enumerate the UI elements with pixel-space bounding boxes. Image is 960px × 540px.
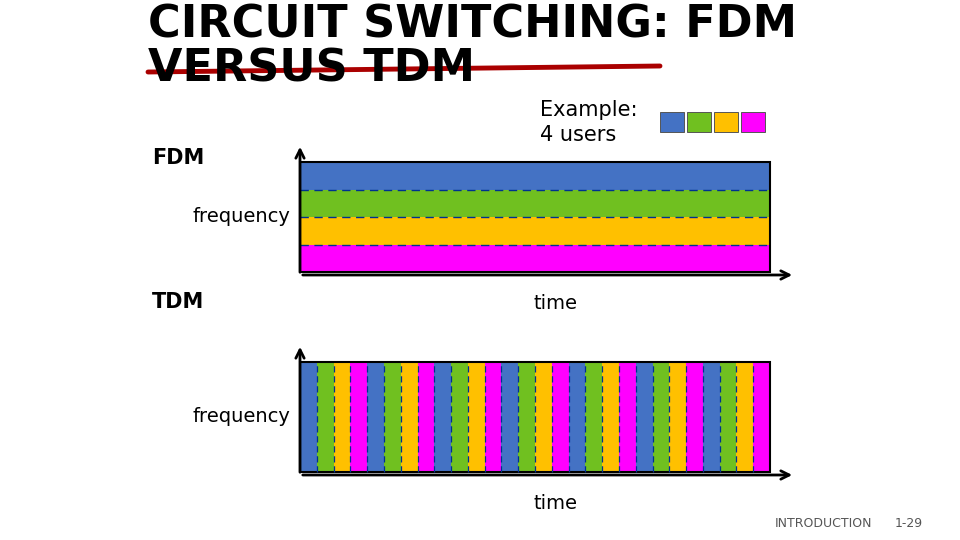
Bar — [300, 362, 317, 472]
Text: Example:: Example: — [540, 100, 637, 120]
Bar — [333, 362, 350, 472]
Bar — [602, 362, 619, 472]
Text: FDM: FDM — [152, 148, 204, 168]
Bar — [300, 362, 770, 472]
Bar — [300, 217, 770, 245]
Text: INTRODUCTION: INTRODUCTION — [775, 517, 873, 530]
Bar — [350, 362, 367, 472]
Bar — [300, 162, 770, 190]
Bar — [636, 362, 653, 472]
Bar — [660, 112, 684, 132]
Bar — [568, 362, 586, 472]
Bar — [468, 362, 485, 472]
Bar — [736, 362, 754, 472]
Text: frequency: frequency — [192, 408, 290, 427]
Bar — [300, 190, 770, 217]
Bar — [741, 112, 765, 132]
Bar — [384, 362, 400, 472]
Bar — [686, 362, 703, 472]
Bar — [703, 362, 720, 472]
Bar — [451, 362, 468, 472]
Bar — [400, 362, 418, 472]
Bar — [300, 245, 770, 272]
Bar — [653, 362, 669, 472]
Bar — [619, 362, 636, 472]
Bar — [418, 362, 434, 472]
Text: VERSUS TDM: VERSUS TDM — [148, 48, 475, 91]
Text: 4 users: 4 users — [540, 125, 616, 145]
Text: time: time — [533, 494, 577, 513]
Bar — [669, 362, 686, 472]
Text: frequency: frequency — [192, 207, 290, 226]
Bar — [367, 362, 384, 472]
Text: 1-29: 1-29 — [895, 517, 924, 530]
Text: TDM: TDM — [152, 292, 204, 312]
Bar — [687, 112, 711, 132]
Bar — [714, 112, 738, 132]
Bar — [586, 362, 602, 472]
Bar — [485, 362, 501, 472]
Bar — [754, 362, 770, 472]
Text: time: time — [533, 294, 577, 313]
Bar — [317, 362, 333, 472]
Text: CIRCUIT SWITCHING: FDM: CIRCUIT SWITCHING: FDM — [148, 4, 797, 47]
Bar — [552, 362, 568, 472]
Bar — [501, 362, 518, 472]
Bar — [434, 362, 451, 472]
Bar — [300, 162, 770, 272]
Bar — [518, 362, 535, 472]
Bar — [720, 362, 736, 472]
Bar — [535, 362, 552, 472]
